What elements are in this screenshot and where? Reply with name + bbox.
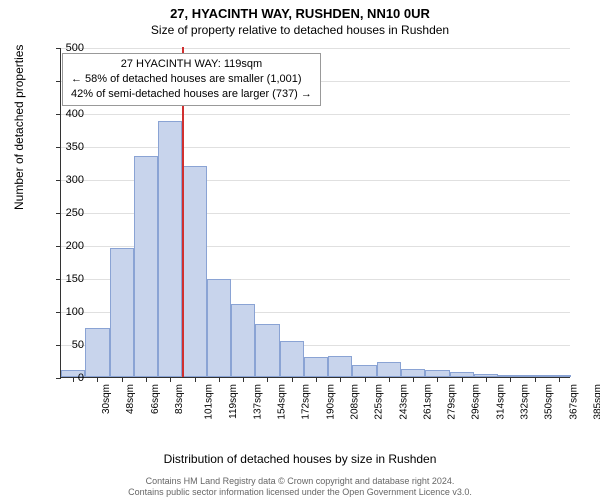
bar bbox=[401, 369, 425, 377]
x-tick-label: 190sqm bbox=[325, 384, 336, 420]
y-tick bbox=[56, 246, 61, 247]
x-tick-label: 279sqm bbox=[447, 384, 458, 420]
x-tick bbox=[510, 377, 511, 382]
info-line-2: ← 58% of detached houses are smaller (1,… bbox=[71, 72, 312, 87]
bar bbox=[158, 121, 182, 377]
x-tick-label: 154sqm bbox=[277, 384, 288, 420]
bar bbox=[352, 365, 376, 377]
info-line-1: 27 HYACINTH WAY: 119sqm bbox=[71, 57, 312, 72]
x-tick-label: 225sqm bbox=[374, 384, 385, 420]
x-tick-label: 243sqm bbox=[398, 384, 409, 420]
x-tick-label: 101sqm bbox=[204, 384, 215, 420]
y-tick bbox=[56, 114, 61, 115]
x-tick bbox=[73, 377, 74, 382]
x-tick-label: 83sqm bbox=[174, 384, 185, 414]
bar bbox=[231, 304, 255, 377]
bar bbox=[304, 357, 328, 377]
footer: Contains HM Land Registry data © Crown c… bbox=[0, 476, 600, 498]
x-tick bbox=[146, 377, 147, 382]
x-tick bbox=[97, 377, 98, 382]
info-box: 27 HYACINTH WAY: 119sqm ← 58% of detache… bbox=[62, 53, 321, 106]
y-tick bbox=[56, 147, 61, 148]
y-tick-label: 100 bbox=[66, 306, 84, 318]
footer-line-1: Contains HM Land Registry data © Crown c… bbox=[0, 476, 600, 487]
y-axis-label: Number of detached properties bbox=[12, 45, 26, 210]
x-tick bbox=[462, 377, 463, 382]
y-tick-label: 200 bbox=[66, 240, 84, 252]
x-tick bbox=[243, 377, 244, 382]
x-tick bbox=[437, 377, 438, 382]
y-tick bbox=[56, 279, 61, 280]
x-tick-label: 30sqm bbox=[101, 384, 112, 414]
bar bbox=[425, 370, 449, 377]
x-tick bbox=[365, 377, 366, 382]
y-tick-label: 400 bbox=[66, 108, 84, 120]
x-tick bbox=[267, 377, 268, 382]
x-tick-label: 296sqm bbox=[471, 384, 482, 420]
y-tick bbox=[56, 48, 61, 49]
x-tick-label: 350sqm bbox=[544, 384, 555, 420]
x-tick-label: 137sqm bbox=[252, 384, 263, 420]
page-title: 27, HYACINTH WAY, RUSHDEN, NN10 0UR bbox=[0, 0, 600, 21]
gridline bbox=[61, 48, 570, 49]
x-tick bbox=[122, 377, 123, 382]
y-tick-label: 250 bbox=[66, 207, 84, 219]
x-tick bbox=[535, 377, 536, 382]
page-subtitle: Size of property relative to detached ho… bbox=[0, 21, 600, 37]
gridline bbox=[61, 114, 570, 115]
x-tick-label: 332sqm bbox=[520, 384, 531, 420]
x-tick-label: 367sqm bbox=[568, 384, 579, 420]
y-tick bbox=[56, 378, 61, 379]
gridline bbox=[61, 147, 570, 148]
bar bbox=[207, 279, 231, 377]
x-tick bbox=[340, 377, 341, 382]
x-tick bbox=[170, 377, 171, 382]
x-tick bbox=[316, 377, 317, 382]
x-tick-label: 172sqm bbox=[301, 384, 312, 420]
bar bbox=[280, 341, 304, 377]
x-tick-label: 119sqm bbox=[227, 384, 238, 419]
x-tick bbox=[219, 377, 220, 382]
y-tick-label: 300 bbox=[66, 174, 84, 186]
x-tick bbox=[292, 377, 293, 382]
y-tick bbox=[56, 213, 61, 214]
y-tick bbox=[56, 312, 61, 313]
y-tick-label: 150 bbox=[66, 273, 84, 285]
x-tick-label: 208sqm bbox=[350, 384, 361, 420]
x-tick bbox=[195, 377, 196, 382]
footer-line-2: Contains public sector information licen… bbox=[0, 487, 600, 498]
y-tick bbox=[56, 81, 61, 82]
x-tick-label: 261sqm bbox=[422, 384, 433, 420]
x-tick bbox=[559, 377, 560, 382]
y-tick bbox=[56, 180, 61, 181]
bar bbox=[134, 156, 158, 377]
bar bbox=[377, 362, 401, 377]
y-tick-label: 0 bbox=[78, 372, 84, 384]
x-tick-label: 66sqm bbox=[150, 384, 161, 414]
y-tick-label: 50 bbox=[72, 339, 84, 351]
bar bbox=[85, 328, 109, 378]
x-tick-label: 385sqm bbox=[592, 384, 600, 420]
x-tick-label: 48sqm bbox=[125, 384, 136, 414]
x-axis-label: Distribution of detached houses by size … bbox=[0, 452, 600, 466]
x-tick bbox=[389, 377, 390, 382]
y-tick-label: 350 bbox=[66, 141, 84, 153]
bar bbox=[255, 324, 279, 377]
bar bbox=[110, 248, 134, 377]
x-tick bbox=[413, 377, 414, 382]
x-tick bbox=[486, 377, 487, 382]
bar bbox=[182, 166, 206, 377]
x-tick-label: 314sqm bbox=[495, 384, 506, 420]
bar bbox=[328, 356, 352, 377]
y-tick bbox=[56, 345, 61, 346]
info-line-3: 42% of semi-detached houses are larger (… bbox=[71, 87, 312, 102]
